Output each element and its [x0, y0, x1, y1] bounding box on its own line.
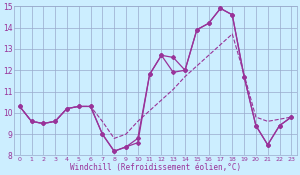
X-axis label: Windchill (Refroidissement éolien,°C): Windchill (Refroidissement éolien,°C) — [70, 163, 241, 172]
